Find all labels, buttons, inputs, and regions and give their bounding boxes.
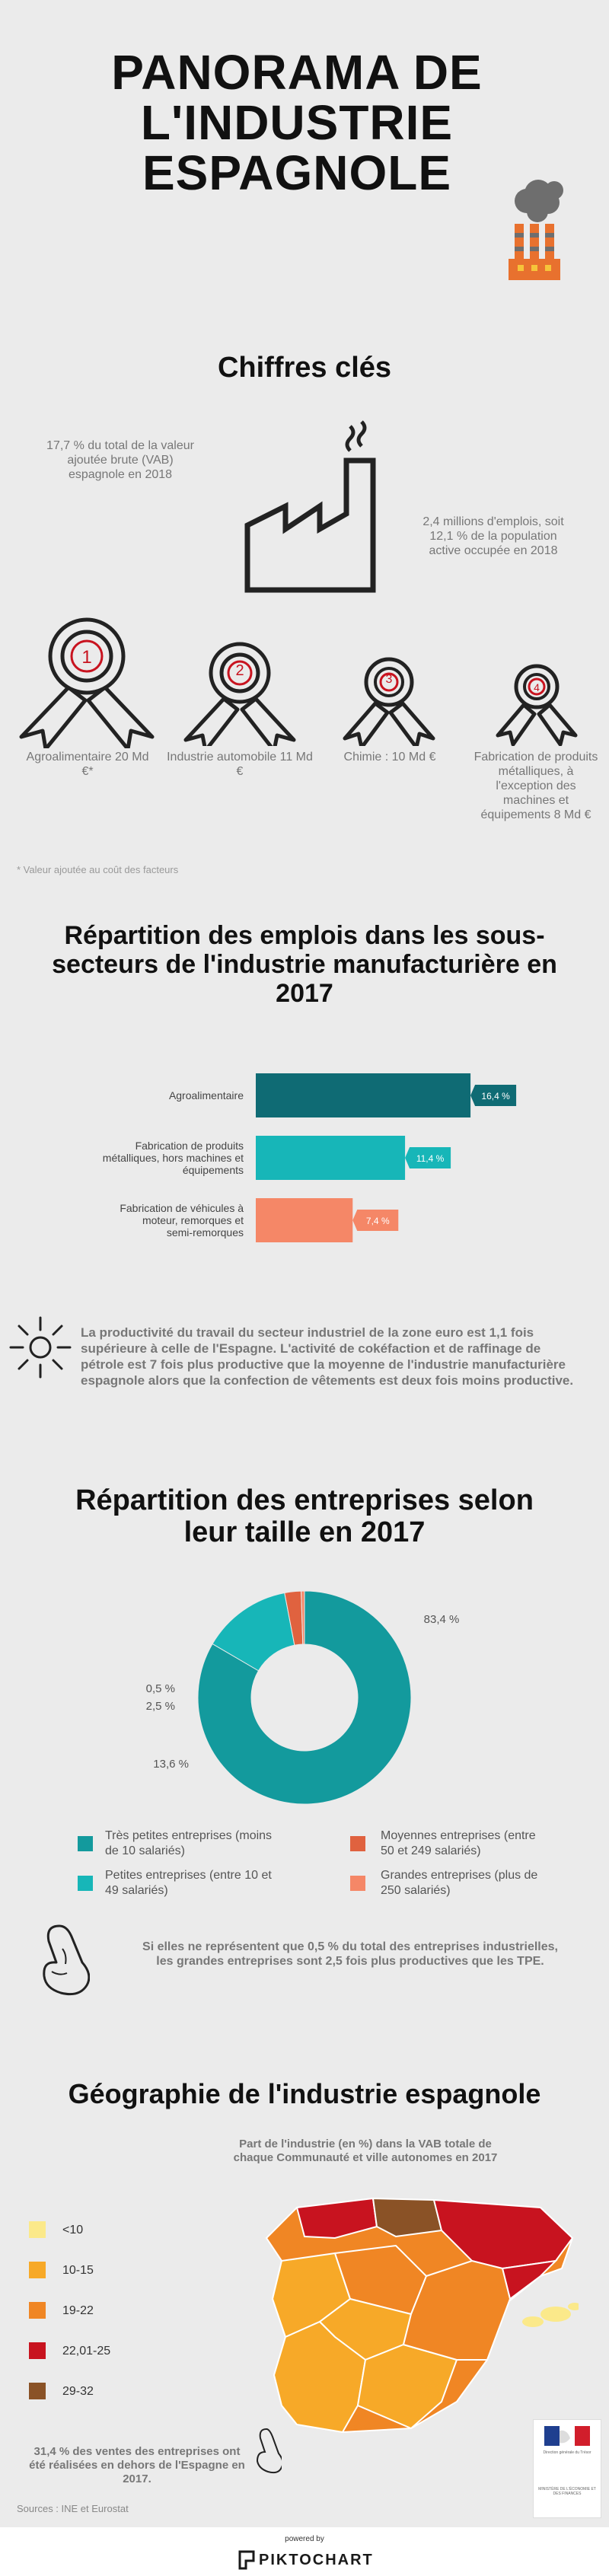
key-figures-heading: Chiffres clés bbox=[217, 352, 392, 384]
donut-legend: Très petites entreprises (moins de 10 sa… bbox=[0, 1819, 609, 1911]
piktochart-logo-icon bbox=[238, 2550, 255, 2570]
rank-2-label: Industrie automobile 11 Md € bbox=[167, 751, 313, 778]
legend-square-1 bbox=[29, 2221, 46, 2238]
legend-label-4: 22,01-25 bbox=[62, 2345, 111, 2358]
bar-value-label-1: 16,4 % bbox=[481, 1091, 510, 1101]
rank-2-number: 2 bbox=[235, 662, 244, 679]
bar-category-label-3: Fabrication de véhicules à moteur, remorq… bbox=[120, 1202, 244, 1239]
sales-note: 31,4 % des ventes des entreprises ont ét… bbox=[29, 2445, 245, 2485]
factory-outline-icon bbox=[244, 420, 376, 593]
donut-value-label-3: 2,5 % bbox=[146, 1700, 175, 1713]
legend-square-2 bbox=[29, 2262, 46, 2278]
powered-by-text: powered by bbox=[285, 2535, 324, 2543]
tresor-logo: Direction générale du Trésor MINISTÈRE D… bbox=[533, 2419, 601, 2518]
rank-1-label: Agroalimentaire 20 Md €* bbox=[26, 751, 149, 778]
rank-2-medal-icon bbox=[183, 642, 296, 746]
companies-donut-chart: 83,4 % 13,6 % 2,5 % 0,5 % bbox=[146, 1590, 460, 1805]
factory-smoke-icon bbox=[509, 180, 563, 280]
geography-heading: Géographie de l'industrie espagnole bbox=[68, 2078, 541, 2109]
legend-label-5: 29-32 bbox=[62, 2385, 94, 2398]
donut-slice-4 bbox=[301, 1590, 305, 1645]
bar-3 bbox=[256, 1198, 353, 1242]
employment-heading: Répartition des emplois dans les sous-se… bbox=[52, 921, 557, 1008]
legend-label-me: Moyennes entreprises (entre 50 et 249 sa… bbox=[381, 1829, 536, 1857]
bar-category-label-1: Agroalimentaire bbox=[169, 1089, 244, 1101]
legend-swatch-me bbox=[350, 1836, 365, 1851]
bar-1 bbox=[256, 1073, 471, 1117]
bar-label-tag-3 bbox=[352, 1210, 399, 1231]
legend-label-pe: Petites entreprises (entre 10 et 49 sala… bbox=[105, 1869, 272, 1897]
piktochart-brand[interactable]: PIKTOCHART bbox=[259, 2552, 374, 2568]
page-title: PANORAMA DE L'INDUSTRIE ESPAGNOLE bbox=[111, 45, 483, 200]
rank-4-number: 4 bbox=[534, 681, 540, 693]
tresor-logo-text: Direction générale du Trésor bbox=[543, 2450, 591, 2455]
rank-3-number: 3 bbox=[385, 673, 393, 686]
marianne-logo-icon bbox=[544, 2426, 590, 2446]
rank-4-label: Fabrication de produits métalliques, à l… bbox=[473, 751, 598, 821]
employment-bar-chart: 16,4 % Agroalimentaire 11,4 % Fabrication d… bbox=[103, 1073, 517, 1242]
rank-4-medal-icon bbox=[496, 664, 578, 746]
bar-category-label-2: Fabrication de produits métalliques, hors… bbox=[103, 1140, 244, 1176]
bar-label-tag-2 bbox=[405, 1147, 451, 1168]
rank-3-label: Chimie : 10 Md € bbox=[343, 751, 436, 764]
legend-swatch-pe bbox=[78, 1876, 93, 1891]
employment-text: 2,4 millions d'emplois, soit 12,1 % de l… bbox=[422, 515, 564, 557]
legend-label-2: 10-15 bbox=[62, 2264, 94, 2277]
map-legend: <10 10-15 19-22 22,01-25 29-32 bbox=[23, 2219, 175, 2470]
donut-slice-1 bbox=[197, 1590, 412, 1805]
legend-swatch-tpe bbox=[78, 1836, 93, 1851]
footnote: * Valeur ajoutée au coût des facteurs bbox=[17, 864, 179, 875]
rank-1-number: 1 bbox=[81, 647, 92, 668]
spain-regions-map bbox=[265, 2197, 579, 2434]
legend-square-3 bbox=[29, 2302, 46, 2319]
bar-value-label-2: 11,4 % bbox=[416, 1153, 445, 1164]
donut-value-label-4: 0,5 % bbox=[146, 1682, 175, 1695]
footer: powered by PIKTOCHART bbox=[0, 2527, 609, 2576]
legend-label-3: 19-22 bbox=[62, 2304, 94, 2317]
pointing-hand-icon bbox=[43, 1924, 90, 1996]
bar-value-label-3: 7,4 % bbox=[366, 1216, 390, 1226]
donut-value-label-1: 83,4 % bbox=[424, 1613, 460, 1626]
rank-1-medal-icon bbox=[19, 617, 155, 748]
bar-label-tag-1 bbox=[470, 1085, 517, 1106]
legend-label-tpe: Très petites entreprises (moins de 10 sa… bbox=[105, 1829, 273, 1857]
sources: Sources : INE et Eurostat bbox=[17, 2503, 129, 2514]
bar-2 bbox=[256, 1136, 406, 1180]
pointing-hand-small-icon bbox=[256, 2428, 282, 2474]
legend-label-ge: Grandes entreprises (plus de 250 salarié… bbox=[381, 1869, 538, 1897]
companies-heading: Répartition des entreprises selon leur t… bbox=[75, 1484, 534, 1548]
legend-label-1: <10 bbox=[62, 2224, 84, 2236]
ministry-logo-text: MINISTÈRE DE L'ÉCONOMIE ET DES FINANCES bbox=[538, 2487, 596, 2496]
rank-3-medal-icon bbox=[343, 657, 435, 746]
legend-square-4 bbox=[29, 2342, 46, 2359]
map-caption: Part de l'industrie (en %) dans la VAB t… bbox=[233, 2138, 498, 2164]
idea-rays-icon bbox=[9, 1316, 72, 1379]
donut-value-label-2: 13,6 % bbox=[153, 1758, 189, 1771]
legend-square-5 bbox=[29, 2383, 46, 2399]
legend-swatch-ge bbox=[350, 1876, 365, 1891]
productivity-note: La productivité du travail du secteur in… bbox=[81, 1325, 574, 1388]
large-companies-note: Si elles ne représentent que 0,5 % du to… bbox=[142, 1940, 558, 1968]
vab-share-text: 17,7 % du total de la valeur ajoutée bru… bbox=[46, 439, 194, 481]
